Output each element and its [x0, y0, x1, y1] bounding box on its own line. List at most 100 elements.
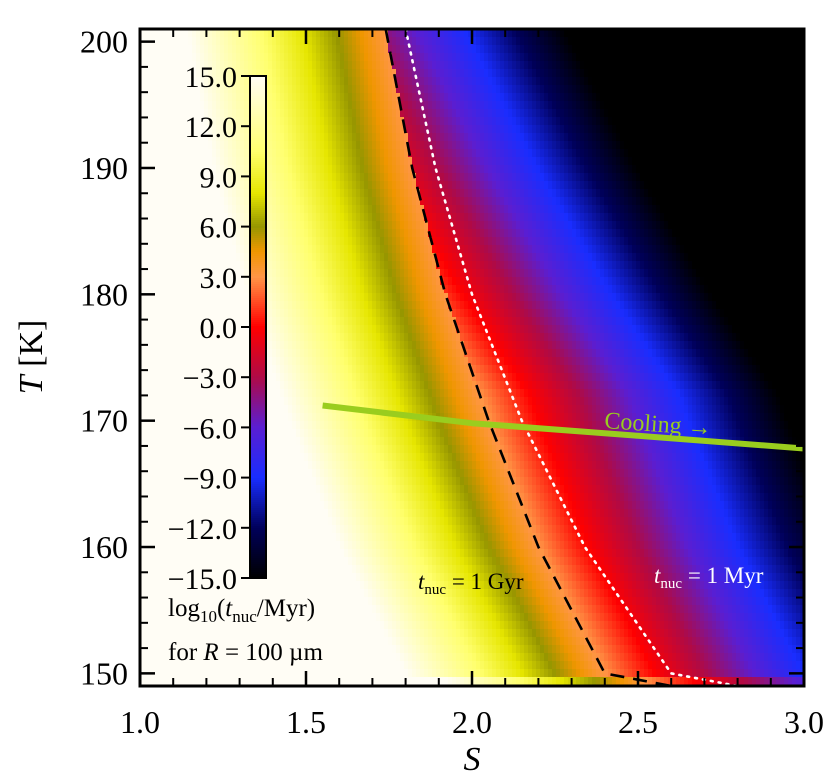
- heatmap-cell: [564, 261, 569, 270]
- heatmap-cell: [436, 165, 441, 174]
- heatmap-cell: [352, 189, 357, 198]
- heatmap-cell: [364, 85, 369, 94]
- heatmap-cell: [472, 157, 477, 166]
- heatmap-cell: [500, 53, 505, 62]
- heatmap-cell: [416, 85, 421, 94]
- heatmap-cell: [552, 53, 557, 62]
- heatmap-cell: [212, 141, 217, 150]
- heatmap-cell: [324, 229, 329, 238]
- heatmap-cell: [556, 237, 561, 246]
- heatmap-cell: [184, 69, 189, 78]
- heatmap-cell: [448, 117, 453, 126]
- heatmap-cell: [640, 109, 645, 118]
- heatmap-cell: [212, 261, 217, 270]
- heatmap-cell: [572, 261, 577, 270]
- heatmap-cell: [444, 133, 449, 142]
- heatmap-cell: [392, 165, 397, 174]
- heatmap-cell: [664, 173, 669, 182]
- heatmap-cell: [284, 53, 289, 62]
- heatmap-cell: [420, 125, 425, 134]
- heatmap-cell: [408, 197, 413, 206]
- heatmap-cell: [796, 157, 801, 166]
- heatmap-cell: [216, 189, 221, 198]
- heatmap-cell: [668, 37, 673, 46]
- heatmap-cell: [324, 109, 329, 118]
- heatmap-cell: [292, 69, 297, 78]
- heatmap-cell: [204, 245, 209, 254]
- heatmap-cell: [516, 109, 521, 118]
- heatmap-cell: [440, 197, 445, 206]
- heatmap-cell: [536, 117, 541, 126]
- heatmap-cell: [520, 101, 525, 110]
- heatmap-cell: [240, 77, 245, 86]
- heatmap-cell: [612, 253, 617, 262]
- heatmap-cell: [484, 109, 489, 118]
- heatmap-cell: [300, 125, 305, 134]
- heatmap-cell: [732, 77, 737, 86]
- heatmap-cell: [140, 261, 145, 270]
- heatmap-cell: [208, 253, 213, 262]
- heatmap-cell: [652, 189, 657, 198]
- heatmap-cell: [488, 245, 493, 254]
- heatmap-cell: [736, 245, 741, 254]
- heatmap-cell: [652, 205, 657, 214]
- heatmap-cell: [628, 37, 633, 46]
- heatmap-cell: [628, 165, 633, 174]
- heatmap-cell: [444, 141, 449, 150]
- heatmap-cell: [448, 205, 453, 214]
- heatmap-cell: [552, 37, 557, 46]
- heatmap-cell: [160, 101, 165, 110]
- heatmap-cell: [504, 93, 509, 102]
- heatmap-cell: [144, 61, 149, 70]
- heatmap-cell: [188, 229, 193, 238]
- heatmap-cell: [652, 253, 657, 262]
- heatmap-cell: [164, 245, 169, 254]
- heatmap-cell: [276, 45, 281, 54]
- heatmap-cell: [784, 189, 789, 198]
- heatmap-cell: [504, 189, 509, 198]
- heatmap-cell: [220, 157, 225, 166]
- heatmap-cell: [604, 197, 609, 206]
- heatmap-cell: [328, 237, 333, 246]
- heatmap-cell: [708, 37, 713, 46]
- heatmap-cell: [564, 37, 569, 46]
- heatmap-cell: [480, 221, 485, 230]
- heatmap-cell: [800, 165, 804, 174]
- heatmap-cell: [192, 101, 197, 110]
- heatmap-cell: [664, 85, 669, 94]
- heatmap-cell: [392, 53, 397, 62]
- heatmap-cell: [148, 189, 153, 198]
- heatmap-cell: [760, 213, 765, 222]
- heatmap-cell: [228, 93, 233, 102]
- heatmap-cell: [392, 221, 397, 230]
- heatmap-cell: [624, 29, 629, 38]
- heatmap-cell: [456, 189, 461, 198]
- heatmap-cell: [144, 101, 149, 110]
- heatmap-cell: [404, 117, 409, 126]
- heatmap-cell: [676, 53, 681, 62]
- heatmap-cell: [736, 149, 741, 158]
- heatmap-cell: [384, 213, 389, 222]
- heatmap-cell: [380, 165, 385, 174]
- heatmap-cell: [548, 205, 553, 214]
- heatmap-cell: [284, 181, 289, 190]
- heatmap-cell: [440, 157, 445, 166]
- heatmap-cell: [768, 125, 773, 134]
- heatmap-cell: [692, 149, 697, 158]
- heatmap-cell: [752, 157, 757, 166]
- heatmap-cell: [212, 197, 217, 206]
- heatmap-cell: [324, 197, 329, 206]
- heatmap-cell: [300, 237, 305, 246]
- heatmap-cell: [192, 213, 197, 222]
- heatmap-cell: [648, 261, 653, 270]
- heatmap-cell: [444, 189, 449, 198]
- heatmap-cell: [692, 53, 697, 62]
- heatmap-cell: [476, 93, 481, 102]
- heatmap-cell: [188, 53, 193, 62]
- heatmap-cell: [432, 141, 437, 150]
- heatmap-cell: [508, 229, 513, 238]
- heatmap-cell: [756, 173, 761, 182]
- heatmap-cell: [432, 77, 437, 86]
- heatmap-cell: [240, 237, 245, 246]
- heatmap-cell: [724, 205, 729, 214]
